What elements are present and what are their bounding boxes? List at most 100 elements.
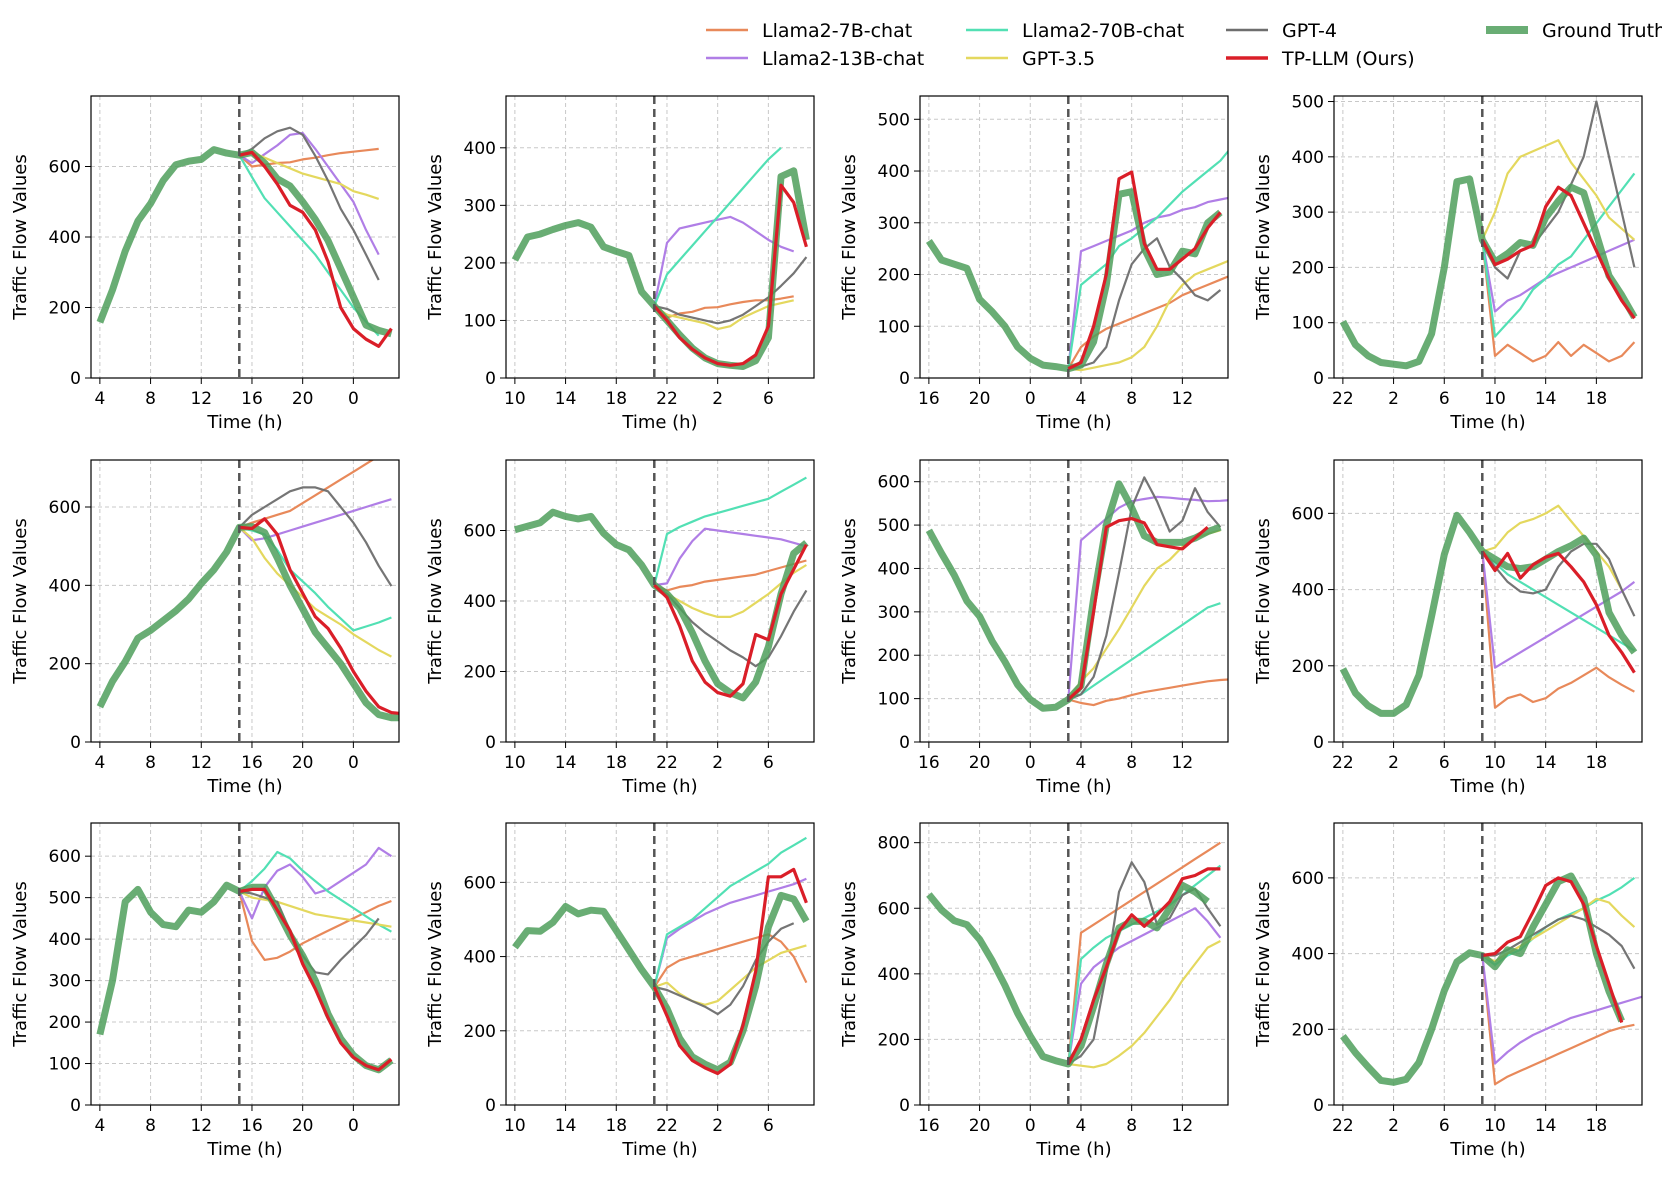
y-tick-label: 0 bbox=[1313, 1096, 1324, 1116]
series-line-tp-llm-ours bbox=[238, 150, 393, 348]
series-line-ground-truth bbox=[96, 146, 393, 338]
y-tick-label: 500 bbox=[1292, 93, 1324, 113]
y-tick-label: 300 bbox=[878, 603, 910, 623]
series-line-gpt-4 bbox=[238, 126, 380, 281]
x-tick-label: 20 bbox=[292, 389, 314, 409]
y-tick-label: 600 bbox=[1292, 504, 1324, 524]
x-tick-label: 4 bbox=[94, 753, 105, 773]
x-tick-label: 10 bbox=[504, 1116, 526, 1136]
y-tick-label: 200 bbox=[464, 1022, 496, 1042]
y-tick-label: 300 bbox=[464, 196, 496, 216]
x-tick-label: 20 bbox=[969, 753, 991, 773]
x-tick-label: 4 bbox=[1076, 753, 1087, 773]
x-axis-label: Time (h) bbox=[1035, 1139, 1111, 1160]
y-tick-label: 300 bbox=[1292, 203, 1324, 223]
y-tick-label: 0 bbox=[70, 369, 81, 389]
y-tick-label: 500 bbox=[878, 110, 910, 130]
series-line-llama2-13b-chat bbox=[1067, 495, 1228, 700]
series-line-llama2-7b-chat bbox=[1068, 678, 1228, 707]
series-line-llama2-7b-chat bbox=[1067, 841, 1221, 1065]
x-axis-label: Time (h) bbox=[206, 412, 282, 433]
x-tick-label: 20 bbox=[292, 1116, 314, 1136]
series-line-tp-llm-ours bbox=[1066, 867, 1221, 1065]
series-line-llama2-7b-chat bbox=[653, 933, 808, 988]
y-tick-label: 600 bbox=[878, 899, 910, 919]
x-tick-label: 10 bbox=[1484, 1116, 1506, 1136]
plot-frame bbox=[1333, 459, 1643, 743]
series-group bbox=[925, 149, 1228, 373]
legend-item: Llama2-7B-chat bbox=[706, 20, 912, 42]
y-tick-label: 600 bbox=[1292, 869, 1324, 889]
y-tick-label: 200 bbox=[49, 299, 81, 319]
series-line-llama2-70b-chat bbox=[238, 850, 392, 933]
series-group bbox=[512, 836, 810, 1076]
legend-label: TP-LLM (Ours) bbox=[1281, 48, 1415, 70]
plot-frame bbox=[919, 95, 1229, 379]
series-line-gpt-4 bbox=[1481, 100, 1636, 280]
legend-item: GPT-4 bbox=[1226, 20, 1337, 42]
plot-frame bbox=[90, 459, 400, 743]
series-line-gpt-4 bbox=[654, 256, 808, 325]
series-line-ground-truth bbox=[925, 480, 1222, 712]
legend-item: Llama2-70B-chat bbox=[966, 20, 1184, 42]
x-tick-label: 22 bbox=[656, 753, 678, 773]
x-tick-label: 0 bbox=[1025, 1116, 1036, 1136]
x-tick-label: 2 bbox=[712, 753, 723, 773]
x-tick-label: 14 bbox=[1535, 753, 1557, 773]
x-tick-label: 16 bbox=[241, 753, 263, 773]
y-tick-label: 400 bbox=[1292, 148, 1324, 168]
x-tick-label: 16 bbox=[918, 1116, 940, 1136]
series-line-llama2-7b-chat bbox=[653, 559, 807, 592]
legend-label: Llama2-7B-chat bbox=[762, 20, 912, 42]
x-tick-label: 12 bbox=[190, 753, 212, 773]
x-tick-label: 18 bbox=[605, 389, 627, 409]
series-line-llama2-13b-chat bbox=[1481, 955, 1642, 1065]
y-tick-label: 0 bbox=[70, 733, 81, 753]
y-tick-label: 400 bbox=[878, 559, 910, 579]
x-tick-label: 4 bbox=[1076, 389, 1087, 409]
y-tick-label: 0 bbox=[485, 1096, 496, 1116]
plot-frame bbox=[505, 822, 815, 1106]
y-tick-label: 0 bbox=[485, 733, 496, 753]
series-line-llama2-7b-chat bbox=[1481, 239, 1636, 363]
series-line-tp-llm-ours bbox=[653, 543, 808, 698]
y-tick-label: 200 bbox=[1292, 1020, 1324, 1040]
y-tick-label: 0 bbox=[1313, 733, 1324, 753]
y-tick-label: 0 bbox=[1313, 369, 1324, 389]
x-tick-label: 18 bbox=[1586, 1116, 1608, 1136]
x-axis-label: Time (h) bbox=[621, 412, 697, 433]
series-line-gpt-3-5 bbox=[1068, 940, 1221, 1069]
x-tick-label: 16 bbox=[918, 753, 940, 773]
series-line-tp-llm-ours bbox=[1067, 517, 1209, 701]
x-axis-label: Time (h) bbox=[621, 1139, 697, 1160]
y-axis-label: Traffic Flow Values bbox=[1253, 154, 1274, 320]
x-tick-label: 0 bbox=[348, 389, 359, 409]
x-tick-label: 8 bbox=[1126, 753, 1137, 773]
series-line-tp-llm-ours bbox=[1067, 170, 1222, 371]
x-tick-label: 8 bbox=[1126, 1116, 1137, 1136]
x-tick-label: 6 bbox=[1439, 389, 1450, 409]
x-axis-label: Time (h) bbox=[206, 1139, 282, 1160]
y-tick-label: 600 bbox=[49, 158, 81, 178]
grid bbox=[920, 823, 1228, 1106]
series-line-llama2-13b-chat bbox=[238, 846, 393, 920]
y-axis-label: Traffic Flow Values bbox=[425, 154, 446, 320]
x-tick-label: 22 bbox=[1332, 1116, 1354, 1136]
y-tick-label: 500 bbox=[49, 889, 81, 909]
grid bbox=[91, 96, 399, 379]
y-tick-label: 200 bbox=[878, 266, 910, 286]
legend-item: Llama2-13B-chat bbox=[706, 48, 924, 70]
series-line-gpt-3-5 bbox=[238, 526, 392, 658]
y-tick-label: 300 bbox=[49, 972, 81, 992]
x-tick-label: 10 bbox=[504, 389, 526, 409]
y-tick-label: 100 bbox=[49, 1055, 81, 1075]
plot-frame bbox=[505, 95, 815, 379]
series-line-llama2-7b-chat bbox=[1481, 955, 1635, 1086]
